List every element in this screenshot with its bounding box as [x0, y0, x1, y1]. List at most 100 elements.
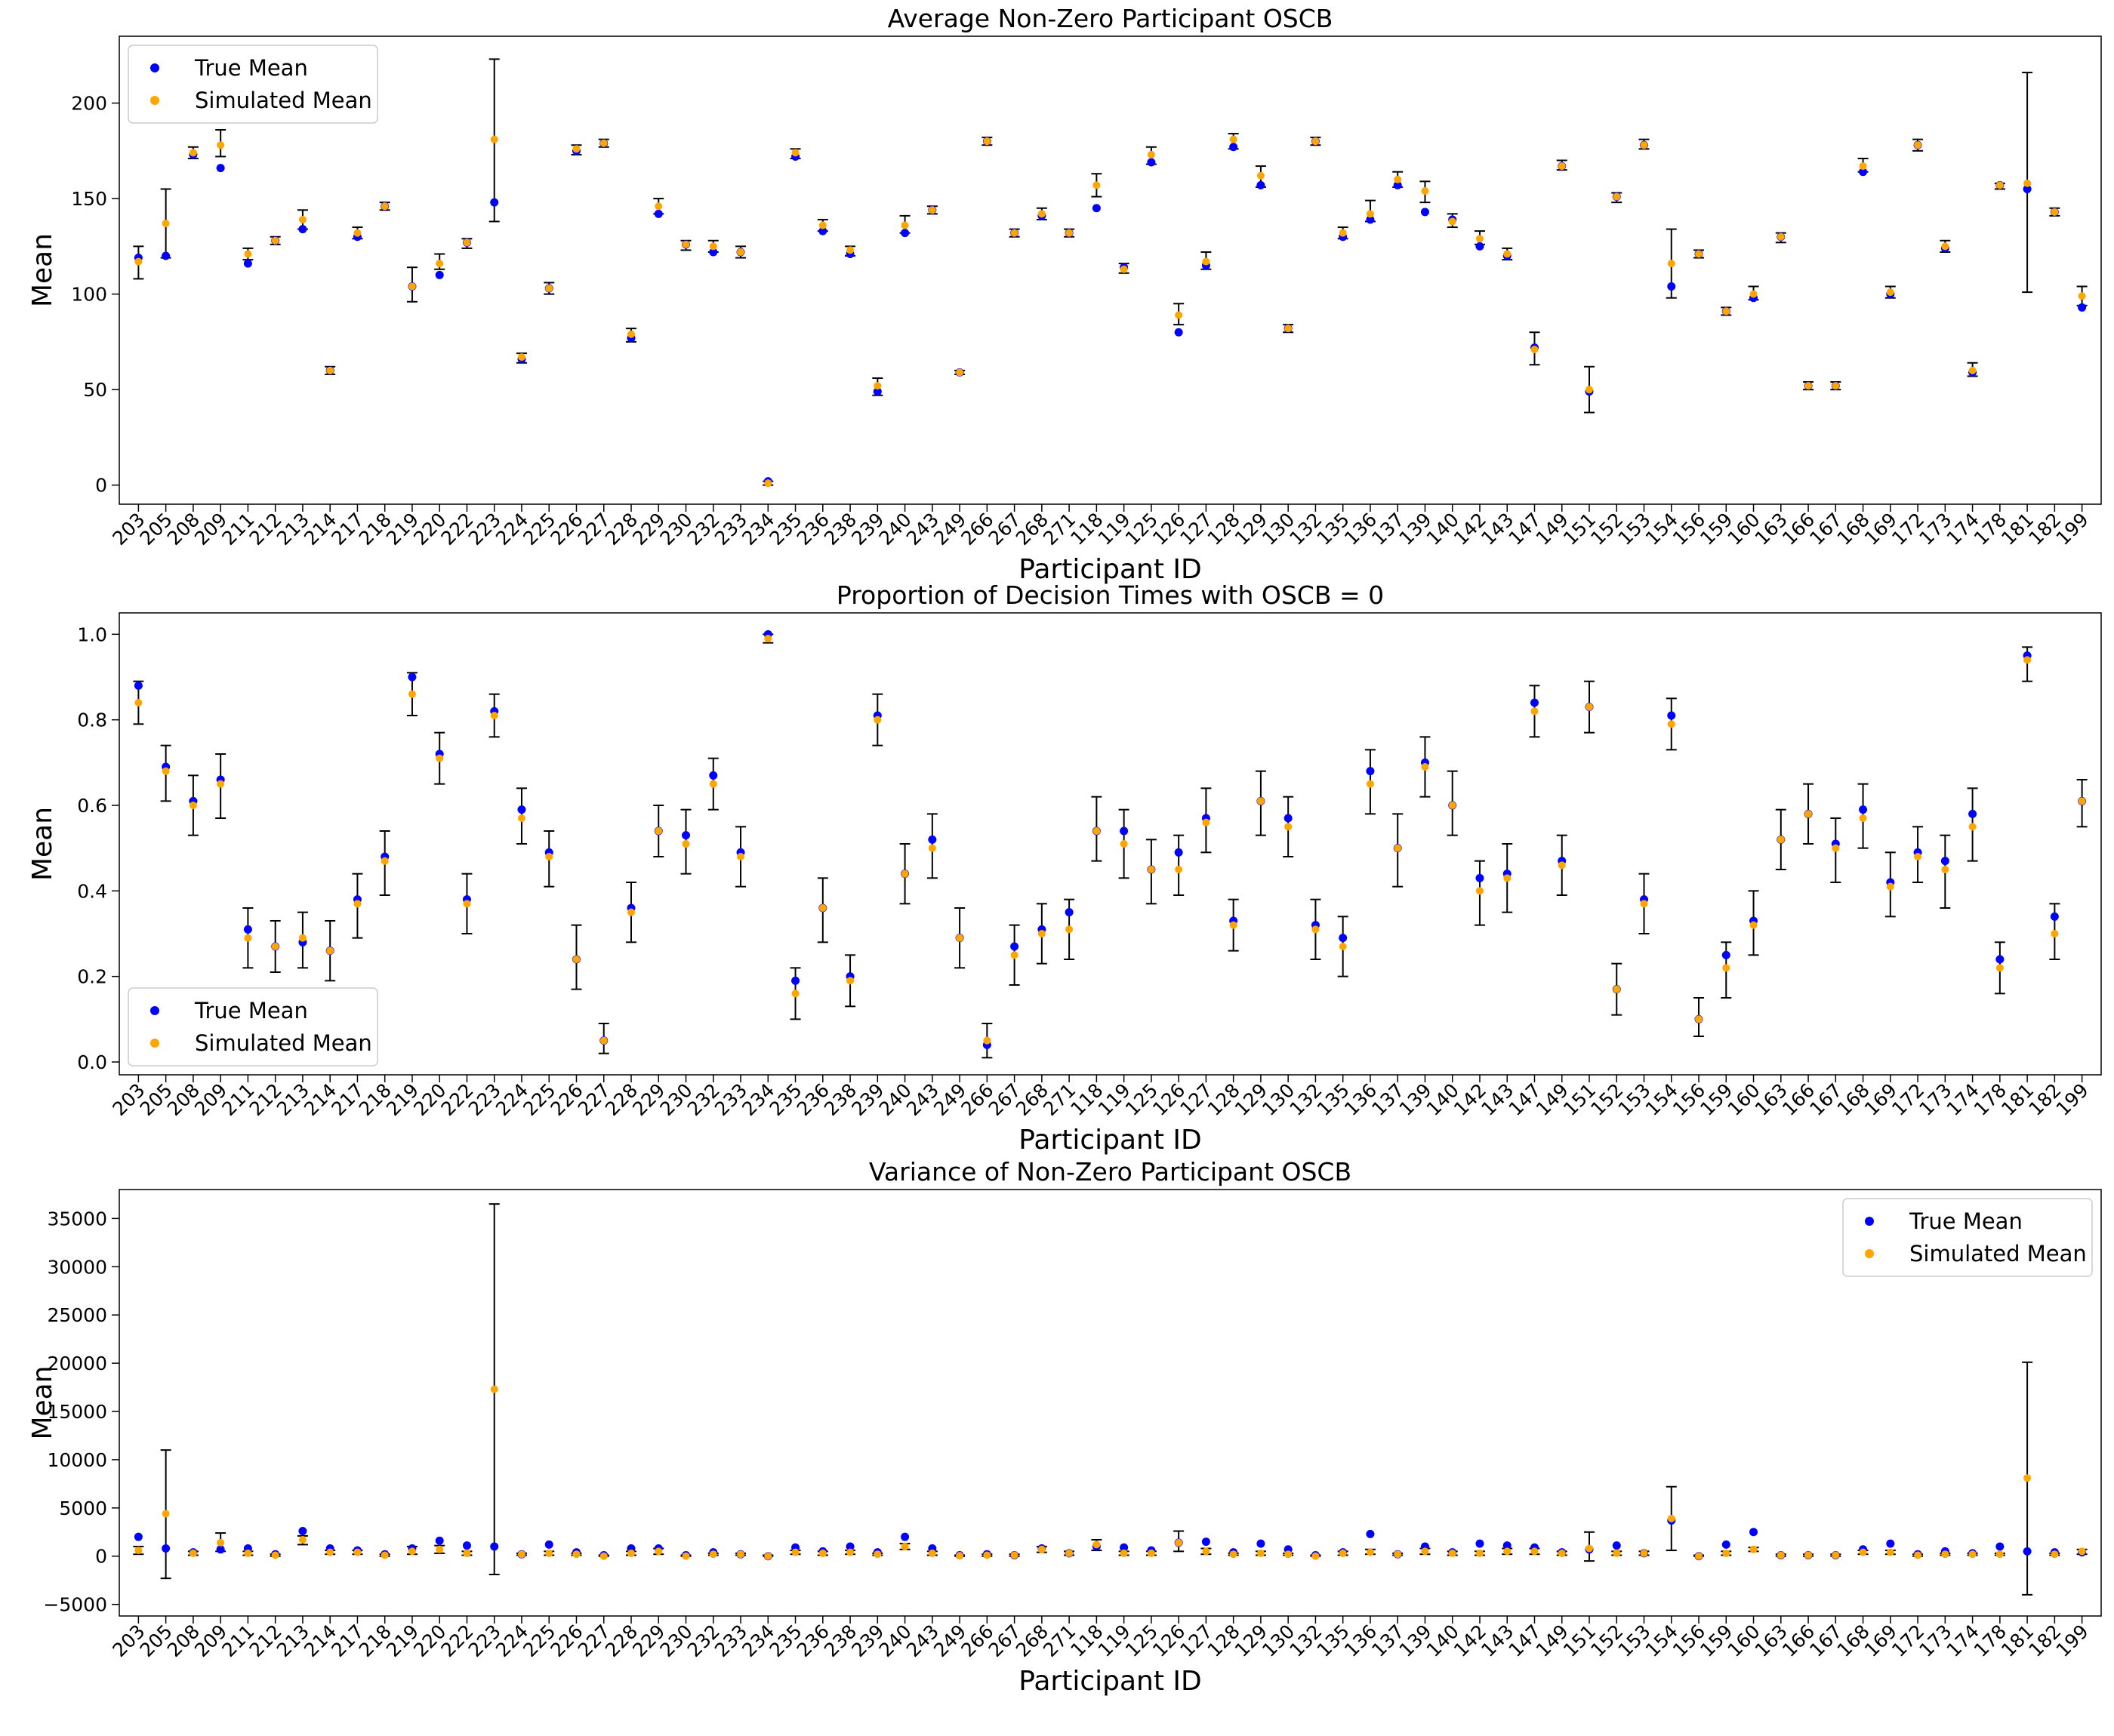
simulated-mean-point: [381, 202, 389, 211]
simulated-mean-point: [1037, 1545, 1046, 1553]
true-mean-point: [1147, 158, 1156, 167]
simulated-mean-point: [655, 827, 663, 835]
true-mean-point: [928, 835, 937, 844]
y-tick-label: 100: [71, 284, 107, 306]
true-mean-point: [1475, 1539, 1484, 1548]
true-mean-point: [1120, 1543, 1129, 1552]
simulated-mean-point: [517, 1550, 525, 1559]
simulated-mean-point: [271, 1551, 279, 1559]
true-mean-point: [2078, 303, 2087, 312]
true-mean-point: [216, 1545, 225, 1554]
simulated-mean-point: [408, 1547, 416, 1556]
y-tick-label: 0.8: [77, 709, 107, 731]
simulated-mean-point: [1941, 242, 1949, 251]
true-mean-point: [408, 673, 417, 682]
true-mean-point: [2050, 912, 2059, 921]
simulated-mean-point: [1092, 1541, 1101, 1549]
simulated-mean-point: [901, 221, 909, 229]
simulated-mean-point: [818, 221, 827, 229]
simulated-mean-point: [1120, 840, 1128, 848]
simulated-mean-point: [1448, 802, 1456, 809]
simulated-mean-point: [162, 767, 170, 775]
simulated-mean-point: [1859, 162, 1867, 171]
simulated-mean-point: [1832, 382, 1840, 390]
simulated-mean-point: [1311, 1552, 1320, 1560]
true-mean-point: [243, 925, 252, 934]
legend-marker: [1865, 1249, 1874, 1258]
simulated-mean-point: [1558, 162, 1566, 171]
y-tick-label: 20000: [47, 1353, 107, 1374]
plot-frame: [119, 1189, 2102, 1617]
true-mean-point: [162, 251, 171, 260]
simulated-mean-point: [1613, 985, 1621, 993]
simulated-mean-point: [271, 236, 279, 245]
simulated-mean-point: [1968, 366, 1977, 374]
true-mean-point: [1475, 242, 1484, 251]
true-mean-point: [1612, 1541, 1621, 1550]
simulated-mean-point: [901, 870, 909, 878]
simulated-mean-point: [572, 956, 581, 963]
simulated-mean-point: [1722, 307, 1730, 315]
simulated-mean-point: [599, 139, 608, 147]
simulated-mean-point: [1311, 137, 1320, 146]
simulated-mean-point: [1749, 1545, 1758, 1553]
simulated-mean-point: [1421, 763, 1429, 771]
y-tick-label: 30000: [47, 1256, 107, 1278]
simulated-mean-point: [1503, 1547, 1512, 1556]
simulated-mean-point: [2023, 656, 2032, 664]
simulated-mean-point: [217, 780, 225, 788]
simulated-mean-point: [928, 1549, 936, 1557]
simulated-mean-point: [1530, 1547, 1539, 1556]
simulated-mean-point: [1065, 229, 1074, 237]
true-mean-point: [517, 805, 526, 814]
true-mean-point: [901, 229, 910, 238]
simulated-mean-point: [490, 712, 498, 719]
true-mean-point: [873, 387, 882, 396]
simulated-mean-point: [1394, 1550, 1402, 1559]
simulated-mean-point: [1284, 1550, 1293, 1559]
simulated-mean-point: [1804, 382, 1813, 390]
legend-box: [128, 987, 378, 1067]
plot-frame: [119, 612, 2102, 1076]
simulated-mean-point: [1914, 853, 1922, 860]
simulated-mean-point: [1065, 925, 1074, 934]
simulated-mean-point: [791, 149, 800, 157]
simulated-mean-point: [2051, 930, 2059, 937]
simulated-mean-point: [353, 900, 362, 908]
legend-marker: [1865, 1217, 1874, 1226]
true-mean-point: [435, 270, 444, 279]
true-mean-point: [1721, 950, 1730, 959]
simulated-mean-point: [655, 202, 663, 211]
true-mean-point: [1366, 215, 1375, 224]
y-tick-label: 0.4: [77, 880, 107, 902]
legend: True Mean Simulated Mean: [128, 45, 378, 124]
true-mean-point: [1859, 168, 1868, 177]
simulated-mean-point: [1256, 1549, 1265, 1557]
true-mean-point: [654, 209, 663, 218]
simulated-mean-point: [682, 240, 690, 248]
chart-title: Proportion of Decision Times with OSCB =…: [837, 580, 1384, 610]
simulated-mean-point: [1175, 866, 1183, 873]
true-mean-point: [1749, 1528, 1758, 1537]
simulated-mean-point: [737, 853, 745, 860]
simulated-mean-point: [1667, 260, 1675, 268]
y-tick-label: 5000: [59, 1497, 107, 1519]
simulated-mean-point: [2078, 797, 2086, 805]
simulated-mean-point: [1339, 229, 1347, 237]
true-mean-point: [791, 976, 800, 985]
simulated-mean-point: [134, 257, 143, 266]
simulated-mean-point: [1147, 866, 1155, 873]
simulated-mean-point: [436, 754, 444, 762]
simulated-mean-point: [928, 206, 936, 214]
simulated-mean-point: [545, 1549, 553, 1557]
simulated-mean-point: [1886, 288, 1894, 297]
true-mean-point: [1065, 908, 1074, 917]
simulated-mean-point: [983, 1036, 991, 1045]
simulated-mean-point: [463, 1549, 471, 1557]
y-tick-label: 200: [71, 93, 107, 115]
true-mean-point: [2023, 184, 2032, 193]
chart-title: Average Non-Zero Participant OSCB: [888, 4, 1333, 33]
legend: True Mean Simulated Mean: [1842, 1198, 2093, 1277]
y-tick-label: 0.6: [77, 795, 107, 817]
true-mean-point: [1530, 698, 1539, 707]
